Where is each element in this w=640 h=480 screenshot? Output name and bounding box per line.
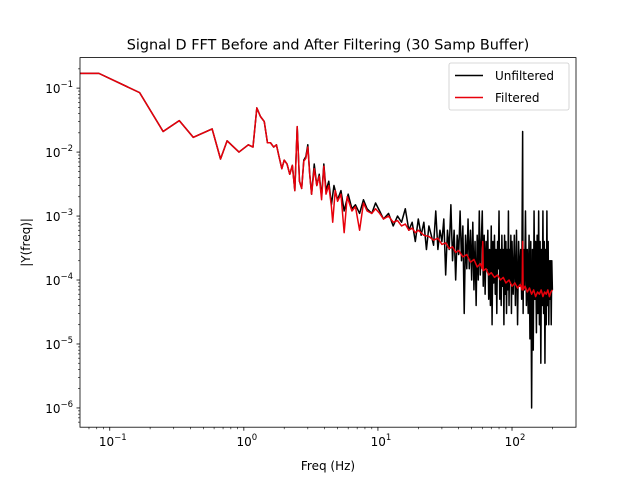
y-tick-label: 10−2: [45, 144, 73, 160]
legend-label-filtered: Filtered: [495, 91, 539, 105]
y-axis-label: |Y(freq)|: [19, 218, 33, 267]
legend: Unfiltered Filtered: [448, 62, 570, 111]
series-line-filtered: [80, 72, 553, 298]
series-layer: [80, 72, 554, 409]
y-tick-label: 10−3: [45, 208, 73, 224]
axes-frame: [79, 57, 577, 428]
legend-label-unfiltered: Unfiltered: [495, 69, 554, 83]
y-tick-label: 10−1: [45, 80, 73, 96]
x-tick-label: 10−1: [99, 433, 127, 449]
x-axis-label: Freq (Hz): [301, 459, 355, 473]
axis-ticks: 10−1 100 101 102 10−6 10−5 10−4 10−3 10−2 10−1: [45, 68, 553, 449]
chart-title: Signal D FFT Before and After Filtering …: [127, 38, 529, 54]
x-tick-label: 101: [371, 433, 392, 449]
x-tick-label: 102: [505, 433, 526, 449]
y-tick-label: 10−5: [45, 336, 73, 352]
y-tick-label: 10−6: [45, 400, 73, 416]
y-tick-label: 10−4: [45, 272, 73, 288]
x-tick-label: 100: [236, 433, 257, 449]
